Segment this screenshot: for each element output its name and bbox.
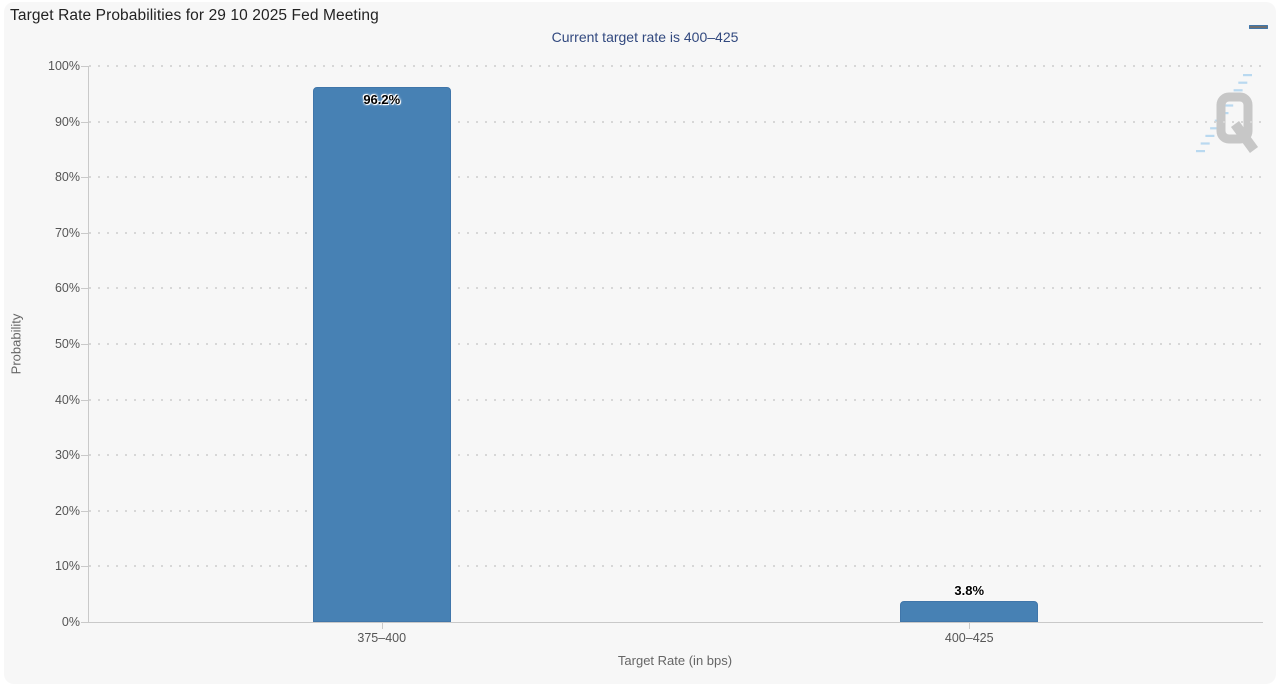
y-axis-tick [81,510,88,512]
gridline [89,398,1263,401]
y-axis-tick [81,566,88,568]
y-axis-tick [81,455,88,457]
y-axis-tick [81,288,88,290]
y-axis-tick-label: 40% [54,392,80,407]
x-axis-title: Target Rate (in bps) [617,653,733,668]
y-axis-tick [81,232,88,234]
y-axis-tick [81,399,88,401]
gridline [89,287,1263,290]
y-axis-tick-label: 80% [54,170,80,185]
y-axis-tick-label: 90% [54,114,80,129]
chart-context-menu-button[interactable] [1236,11,1268,35]
gridline [89,176,1263,179]
y-axis-tick-label: 10% [54,559,80,574]
gridline [89,120,1263,123]
y-axis-title: Probability [8,313,24,375]
quikstrike-q-watermark-icon [1196,74,1259,153]
gridline [89,343,1263,345]
y-axis-tick-label: 30% [54,448,80,463]
x-axis-tick [381,623,383,629]
y-axis-tick-label: 0% [61,615,80,629]
y-axis-tick [81,622,88,623]
chart-subtitle: Current target rate is 400–425 [551,29,739,45]
y-axis-tick-label: 60% [54,281,80,296]
y-axis-tick-label: 70% [54,225,80,240]
x-axis-category-label: 400–425 [944,631,994,645]
chart-title: Target Rate Probabilities for 29 10 2025… [10,7,379,24]
bar-400–425 [900,600,1039,622]
y-axis-tick-label: 20% [54,503,80,518]
y-axis-tick [81,177,88,179]
bar-data-label: 96.2% [363,92,401,108]
gridline [89,65,1263,67]
gridline [89,509,1263,512]
y-axis-tick-label: 100% [48,59,80,73]
y-axis-tick [81,344,88,345]
y-axis-tick [81,121,88,123]
y-axis-tick-label: 50% [54,337,80,351]
x-axis-tick [969,623,971,629]
gridline [89,231,1263,234]
y-axis-line [88,66,89,622]
bar-375–400 [312,87,451,622]
x-axis-category-label: 375–400 [357,631,407,645]
gridline [89,454,1263,457]
y-axis-tick [81,66,88,67]
x-axis-line [88,622,1263,623]
bar-data-label: 3.8% [954,582,985,598]
gridline [89,565,1263,568]
